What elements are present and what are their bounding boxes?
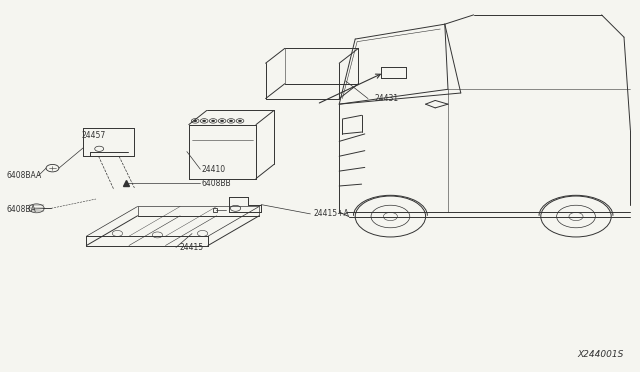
- Text: 6408BA: 6408BA: [6, 205, 36, 214]
- Circle shape: [202, 120, 206, 122]
- Circle shape: [220, 120, 224, 122]
- Text: X244001S: X244001S: [578, 350, 624, 359]
- Circle shape: [238, 120, 242, 122]
- Text: 24431: 24431: [374, 94, 399, 103]
- Text: 24415: 24415: [179, 243, 204, 252]
- Text: 24415+A: 24415+A: [314, 209, 349, 218]
- Text: 6408BB: 6408BB: [202, 179, 231, 187]
- Circle shape: [229, 120, 233, 122]
- Text: 24410: 24410: [202, 165, 226, 174]
- Circle shape: [193, 120, 197, 122]
- Text: 6408BAA: 6408BAA: [6, 171, 42, 180]
- Circle shape: [211, 120, 215, 122]
- Text: 24457: 24457: [82, 131, 106, 140]
